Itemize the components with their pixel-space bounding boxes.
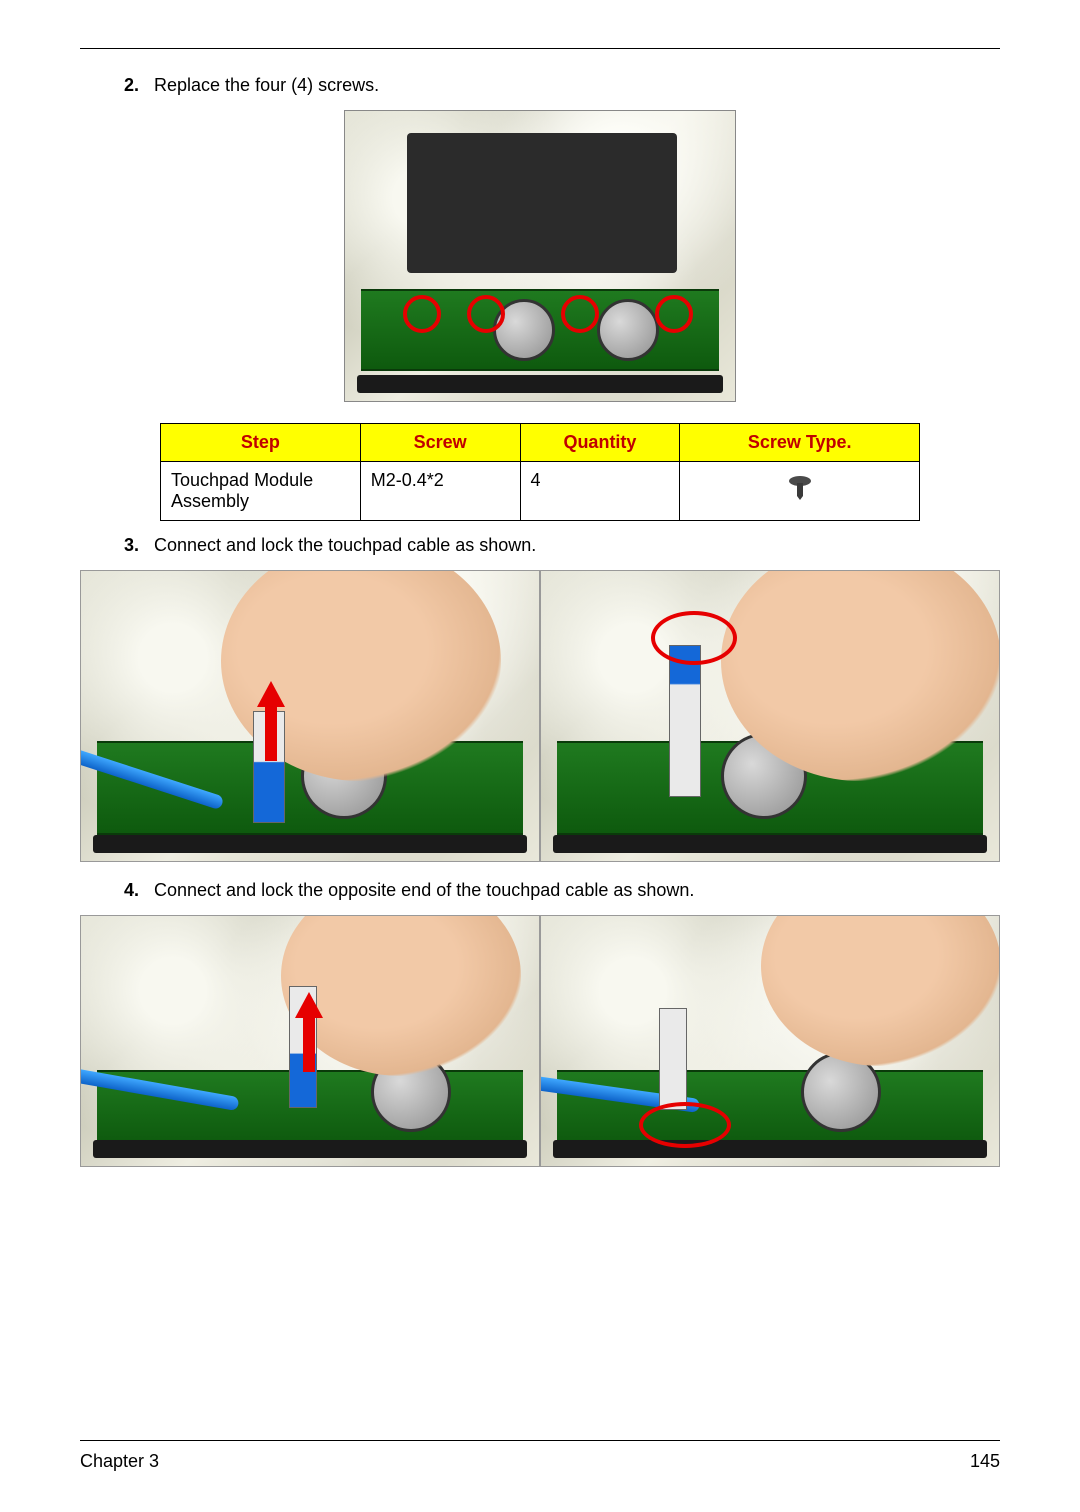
bottom-rule — [80, 1440, 1000, 1441]
step-4-number: 4. — [124, 880, 154, 901]
step-3-number: 3. — [124, 535, 154, 556]
footer-chapter: Chapter 3 — [80, 1451, 159, 1472]
th-screw: Screw — [360, 424, 520, 462]
figure-connect-cable-right — [540, 570, 1000, 862]
screw-table: Step Screw Quantity Screw Type. Touchpad… — [160, 423, 920, 521]
figure-connect-cable — [80, 570, 1000, 862]
th-type: Screw Type. — [680, 424, 920, 462]
figure-connect-cable-left — [80, 570, 540, 862]
step-3-text: Connect and lock the touchpad cable as s… — [154, 535, 1000, 556]
screws-photo — [344, 110, 736, 402]
td-type — [680, 462, 920, 521]
td-step: Touchpad Module Assembly — [161, 462, 361, 521]
step-3: 3. Connect and lock the touchpad cable a… — [124, 535, 1000, 556]
figure-connect-opposite-right — [540, 915, 1000, 1167]
td-screw: M2-0.4*2 — [360, 462, 520, 521]
th-step: Step — [161, 424, 361, 462]
step-2: 2. Replace the four (4) screws. — [124, 75, 1000, 96]
page-footer: Chapter 3 145 — [80, 1451, 1000, 1472]
step-2-number: 2. — [124, 75, 154, 96]
top-rule — [80, 48, 1000, 49]
figure-screws — [80, 110, 1000, 407]
screw-table-header-row: Step Screw Quantity Screw Type. — [161, 424, 920, 462]
step-2-text: Replace the four (4) screws. — [154, 75, 1000, 96]
th-qty: Quantity — [520, 424, 680, 462]
manual-page: 2. Replace the four (4) screws. Step Scr… — [0, 0, 1080, 1512]
footer-page-number: 145 — [970, 1451, 1000, 1472]
figure-connect-opposite-left — [80, 915, 540, 1167]
step-4: 4. Connect and lock the opposite end of … — [124, 880, 1000, 901]
figure-connect-cable-opposite — [80, 915, 1000, 1167]
step-4-text: Connect and lock the opposite end of the… — [154, 880, 1000, 901]
screw-table-row: Touchpad Module Assembly M2-0.4*2 4 — [161, 462, 920, 521]
screw-icon — [785, 474, 815, 500]
td-qty: 4 — [520, 462, 680, 521]
